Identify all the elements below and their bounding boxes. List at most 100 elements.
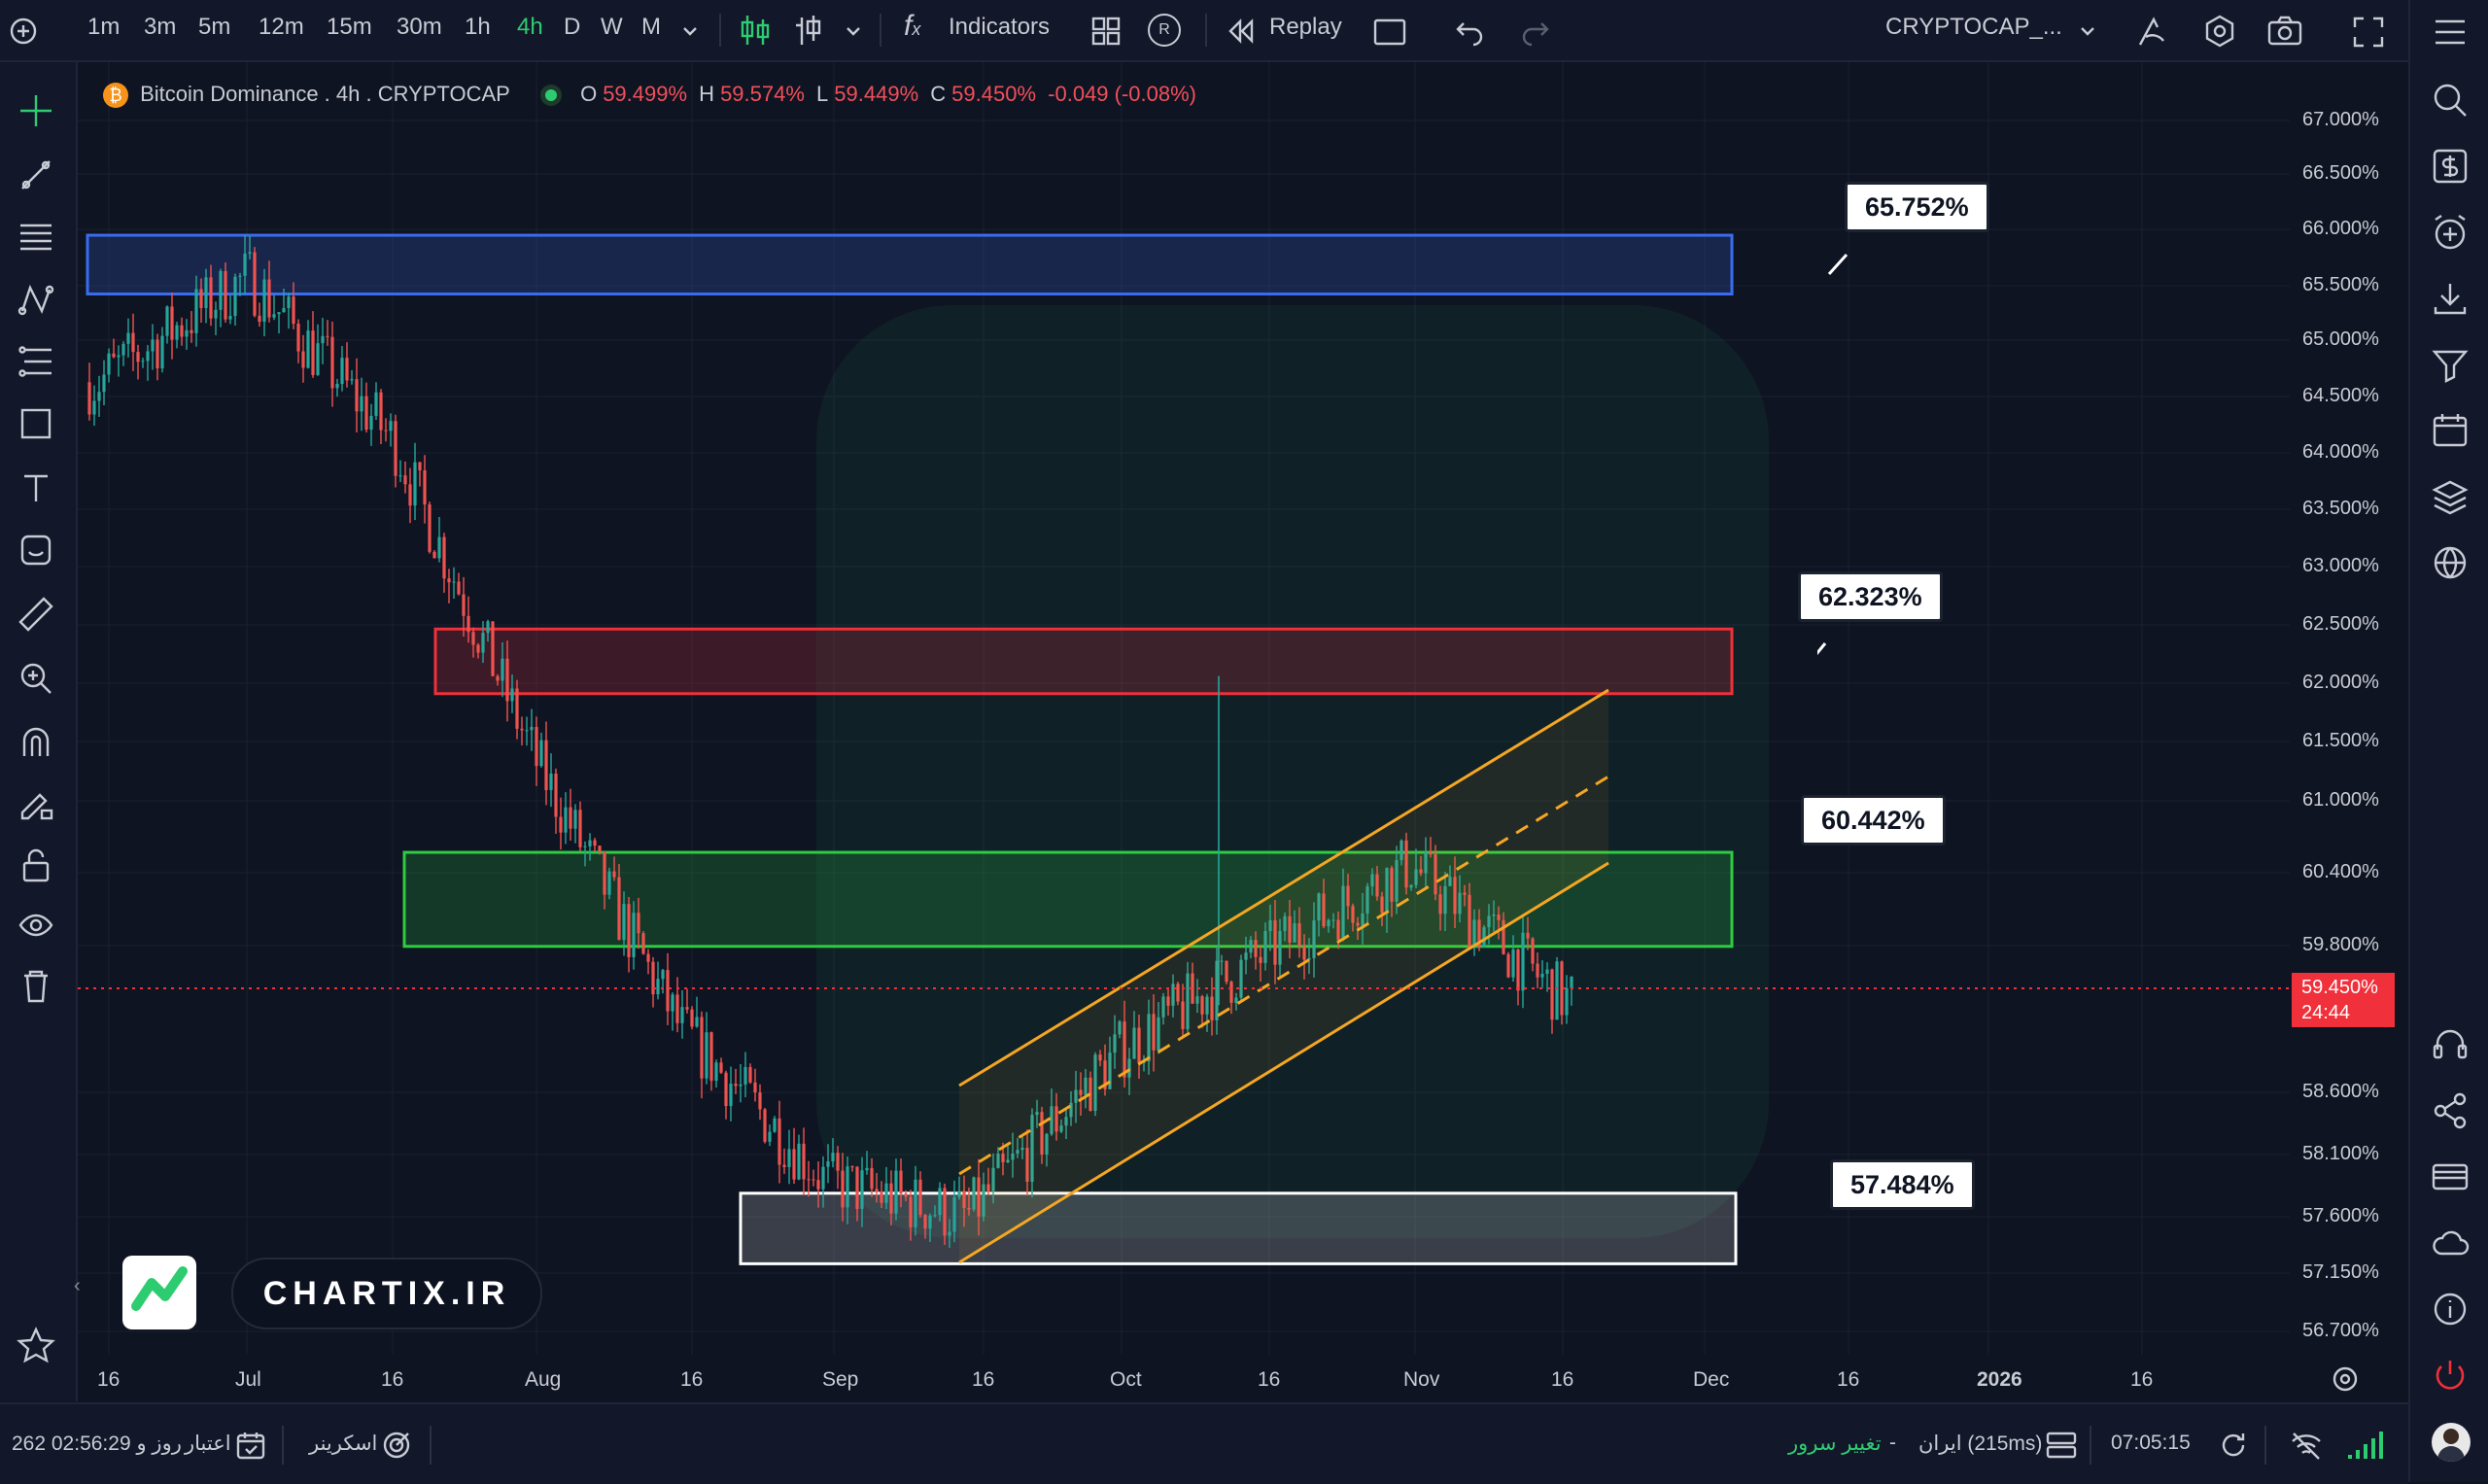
timeframe-M[interactable]: M <box>641 14 661 40</box>
level-callout-60442[interactable]: 60.442% <box>1801 795 1946 846</box>
timeframe-4h[interactable]: 4h <box>517 14 543 40</box>
star-icon[interactable] <box>17 1326 55 1364</box>
candle-body <box>92 400 96 415</box>
channel-line[interactable] <box>958 861 1609 1264</box>
calendar-icon[interactable] <box>2430 410 2471 451</box>
current-price-label: 59.450% 24:44 <box>2292 973 2395 1027</box>
timeframe-5m[interactable]: 5m <box>198 14 231 40</box>
candles-icon[interactable] <box>739 12 772 49</box>
lock-icon[interactable] <box>17 846 55 884</box>
menu-icon[interactable] <box>2430 12 2471 52</box>
screener-icon[interactable] <box>381 1430 412 1461</box>
server-icon[interactable] <box>2045 1430 2078 1461</box>
rectangle-icon[interactable] <box>1372 17 1407 47</box>
redo-icon[interactable] <box>1520 16 1551 47</box>
fib-icon[interactable] <box>17 342 55 381</box>
ascending-channel[interactable] <box>958 688 1609 1264</box>
channel-line[interactable] <box>958 688 1609 1087</box>
cloud-icon[interactable] <box>2430 1223 2471 1263</box>
replay-button[interactable]: Replay <box>1269 14 1342 40</box>
zone-57.484[interactable] <box>739 1191 1738 1265</box>
filter-icon[interactable] <box>2430 344 2471 385</box>
chevron-down-icon[interactable] <box>844 21 863 41</box>
level-callout-62323[interactable]: 62.323% <box>1798 571 1943 622</box>
chevron-down-icon[interactable] <box>680 21 700 41</box>
price-chart[interactable] <box>78 62 2329 1398</box>
collapse-arrow-icon[interactable]: ‹ <box>74 1275 81 1296</box>
card-icon[interactable] <box>2430 1156 2471 1197</box>
time-tick: Aug <box>525 1368 562 1391</box>
price-axis[interactable]: 67.000% 66.500% 66.000% 65.500% 65.000% 64.50… <box>2289 62 2406 1398</box>
alarm-icon[interactable] <box>2430 212 2471 253</box>
server-change-link[interactable]: تغییر سرور <box>1788 1432 1882 1455</box>
timeframe-1m[interactable]: 1m <box>87 14 121 40</box>
power-icon[interactable] <box>2430 1355 2471 1396</box>
timeframe-W[interactable]: W <box>601 14 623 40</box>
undo-icon[interactable] <box>1454 16 1485 47</box>
calendar-check-icon[interactable] <box>235 1430 266 1461</box>
info-icon[interactable] <box>2430 1289 2471 1329</box>
r-badge[interactable]: R <box>1148 14 1181 47</box>
dollar-icon[interactable] <box>2430 146 2471 187</box>
trendline-icon[interactable] <box>17 155 55 194</box>
replay-icon[interactable] <box>1227 17 1256 45</box>
symbol-select[interactable]: CRYPTOCAP_... <box>1885 14 2062 40</box>
camera-icon[interactable] <box>2266 14 2303 49</box>
timeframe-1h[interactable]: 1h <box>465 14 491 40</box>
pattern-icon[interactable] <box>17 280 55 319</box>
timeframe-15m[interactable]: 15m <box>327 14 372 40</box>
trash-icon[interactable] <box>17 966 55 1005</box>
zone-60.442[interactable] <box>402 850 1734 949</box>
settings-hex-icon[interactable] <box>2202 14 2237 49</box>
channel-line[interactable] <box>958 775 1609 1176</box>
layers-icon[interactable] <box>2430 476 2471 517</box>
symbol-title[interactable]: Bitcoin Dominance . 4h . CRYPTOCAP <box>140 82 510 106</box>
level-callout-57484[interactable]: 57.484% <box>1830 1159 1975 1210</box>
globe-icon[interactable] <box>2430 542 2471 583</box>
candle-body <box>996 1154 1000 1168</box>
eye-icon[interactable] <box>17 906 55 945</box>
level-callout-65752[interactable]: 65.752% <box>1845 182 1989 232</box>
candle-body <box>476 644 480 653</box>
alert-icon[interactable] <box>2136 14 2171 49</box>
refresh-icon[interactable] <box>2218 1430 2249 1461</box>
rectangle-tool-icon[interactable] <box>17 404 55 443</box>
search-icon[interactable] <box>2430 80 2471 121</box>
sticker-icon[interactable] <box>17 531 55 569</box>
crosshair-icon[interactable] <box>17 91 55 130</box>
timeframe-D[interactable]: D <box>564 14 581 40</box>
download-icon[interactable] <box>2430 278 2471 319</box>
horizontal-lines-icon[interactable] <box>17 218 55 257</box>
signal-bars-icon[interactable] <box>2344 1426 2383 1463</box>
candle-body <box>287 296 291 309</box>
screener-label[interactable]: اسکرینر <box>309 1432 378 1455</box>
candle-body <box>437 536 441 559</box>
zone-65.752[interactable] <box>86 233 1734 296</box>
support-icon[interactable] <box>2430 1024 2471 1065</box>
candle-body <box>194 289 198 333</box>
bar-chart-icon[interactable] <box>792 12 821 49</box>
indicators-button[interactable]: Indicators <box>949 14 1051 40</box>
candle-body <box>578 810 582 847</box>
timeframe-12m[interactable]: 12m <box>259 14 304 40</box>
chevron-down-icon[interactable] <box>2078 21 2097 41</box>
candle-body <box>739 1084 743 1087</box>
candle-body <box>1239 959 1243 998</box>
text-tool-icon[interactable] <box>17 468 55 507</box>
zoom-in-icon[interactable] <box>17 659 55 698</box>
add-symbol-icon[interactable] <box>8 16 39 47</box>
indicators-icon[interactable]: fx <box>904 10 921 42</box>
magnet-icon[interactable] <box>17 723 55 762</box>
fullscreen-icon[interactable] <box>2352 16 2385 49</box>
timeframe-30m[interactable]: 30m <box>397 14 442 40</box>
wifi-off-icon[interactable] <box>2290 1430 2323 1461</box>
share-icon[interactable] <box>2430 1090 2471 1131</box>
layouts-grid-icon[interactable] <box>1090 16 1122 47</box>
avatar[interactable] <box>2432 1423 2471 1462</box>
zone-62.323[interactable] <box>433 627 1734 696</box>
axis-settings-icon[interactable] <box>2331 1364 2360 1394</box>
timeframe-3m[interactable]: 3m <box>144 14 177 40</box>
draw-lock-icon[interactable] <box>17 783 55 822</box>
ruler-icon[interactable] <box>17 595 55 634</box>
candle-body <box>1123 1021 1126 1078</box>
